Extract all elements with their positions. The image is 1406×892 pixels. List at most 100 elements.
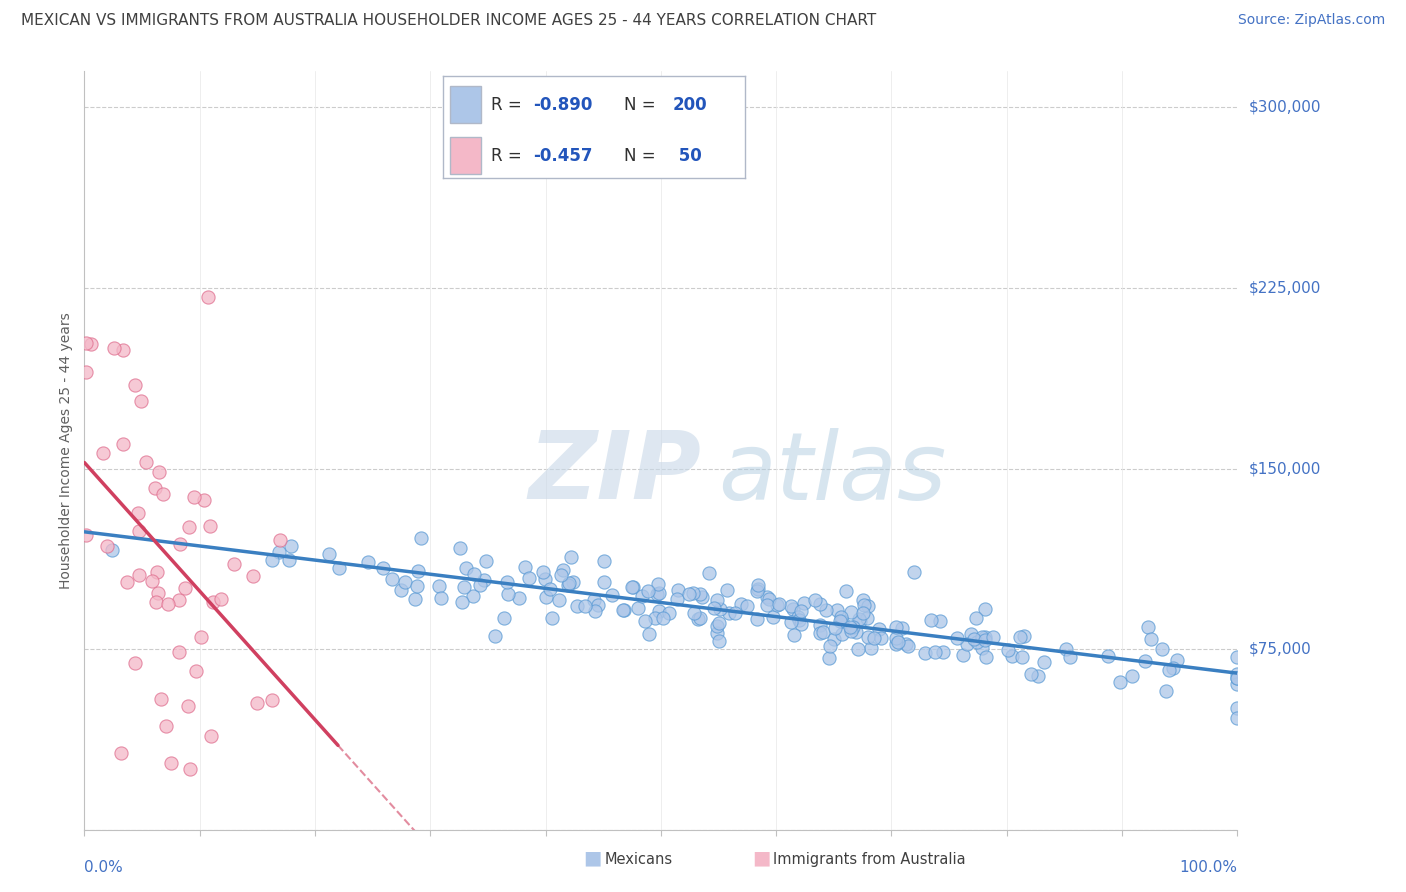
Point xyxy=(627,601,650,615)
Point xyxy=(592,574,614,589)
Point xyxy=(150,692,173,706)
Point xyxy=(202,595,225,609)
Point xyxy=(863,631,886,645)
Point xyxy=(79,337,101,351)
Point xyxy=(553,563,575,577)
Point xyxy=(689,611,711,625)
Point xyxy=(547,593,569,607)
Point xyxy=(260,553,283,567)
Point xyxy=(475,554,498,568)
Point xyxy=(1166,653,1188,667)
Point xyxy=(167,645,190,659)
Point xyxy=(124,656,146,670)
Point xyxy=(1026,669,1049,683)
Point xyxy=(790,604,813,618)
Point xyxy=(707,634,730,648)
Point xyxy=(808,626,831,640)
Point xyxy=(100,542,122,557)
Point xyxy=(841,620,863,634)
Point xyxy=(146,586,169,600)
Point xyxy=(644,610,666,624)
Point xyxy=(634,615,657,629)
Text: Immigrants from Australia: Immigrants from Australia xyxy=(773,852,966,867)
Point xyxy=(593,554,616,568)
Point xyxy=(668,583,690,598)
Point xyxy=(860,640,883,655)
Point xyxy=(381,572,404,586)
Point xyxy=(849,614,872,628)
Point xyxy=(973,633,995,648)
Point xyxy=(517,571,540,585)
Point xyxy=(567,599,589,614)
Point xyxy=(582,593,605,607)
Point xyxy=(884,637,907,651)
Point xyxy=(839,606,862,620)
Point xyxy=(1226,650,1249,665)
Point xyxy=(357,555,380,569)
Point xyxy=(706,618,728,632)
Point xyxy=(143,481,166,495)
Point xyxy=(1010,631,1032,645)
Point xyxy=(766,598,789,612)
Point xyxy=(75,528,97,542)
Point xyxy=(808,597,831,611)
Point xyxy=(184,665,207,679)
Point xyxy=(697,566,720,581)
Point xyxy=(176,698,198,713)
Point xyxy=(637,584,659,599)
Text: Mexicans: Mexicans xyxy=(605,852,672,867)
Point xyxy=(127,507,149,521)
Text: $300,000: $300,000 xyxy=(1249,100,1320,115)
Point xyxy=(145,595,167,609)
Point xyxy=(124,377,146,392)
Point xyxy=(706,626,728,640)
Point xyxy=(782,628,804,642)
Point xyxy=(1054,642,1077,657)
Point xyxy=(197,290,219,304)
Point xyxy=(820,640,842,654)
Point xyxy=(852,592,875,607)
Point xyxy=(897,640,920,654)
Point xyxy=(129,393,152,408)
Point xyxy=(91,446,114,460)
Text: R =: R = xyxy=(491,147,527,165)
Point xyxy=(1140,632,1163,647)
Text: ■: ■ xyxy=(583,848,602,867)
Point xyxy=(456,561,478,575)
Point xyxy=(952,648,974,662)
Point xyxy=(278,552,301,566)
Point xyxy=(690,590,713,604)
Point xyxy=(735,599,758,613)
Point xyxy=(678,587,700,601)
Point xyxy=(560,549,582,564)
Point xyxy=(495,575,517,590)
Point xyxy=(1001,648,1024,663)
Point xyxy=(1109,674,1132,689)
Point xyxy=(115,574,138,589)
Point xyxy=(973,630,995,644)
Point xyxy=(846,641,869,656)
Point xyxy=(1226,671,1249,685)
Point xyxy=(808,618,831,632)
Text: R =: R = xyxy=(491,95,527,113)
Point xyxy=(245,696,267,710)
Point xyxy=(111,343,134,357)
Point xyxy=(959,627,981,641)
Point xyxy=(152,487,174,501)
Point xyxy=(110,746,132,760)
Point xyxy=(1097,648,1119,663)
Point xyxy=(174,582,197,596)
Point xyxy=(630,589,652,603)
Point xyxy=(793,596,815,610)
Point xyxy=(394,575,416,590)
Point xyxy=(190,630,212,644)
Point xyxy=(177,520,200,534)
Point xyxy=(534,590,557,604)
Point xyxy=(557,578,579,592)
Point xyxy=(686,612,709,626)
Point xyxy=(75,335,97,350)
Point xyxy=(824,621,846,635)
Point xyxy=(724,606,747,620)
Point xyxy=(974,649,997,664)
Point xyxy=(780,615,803,629)
